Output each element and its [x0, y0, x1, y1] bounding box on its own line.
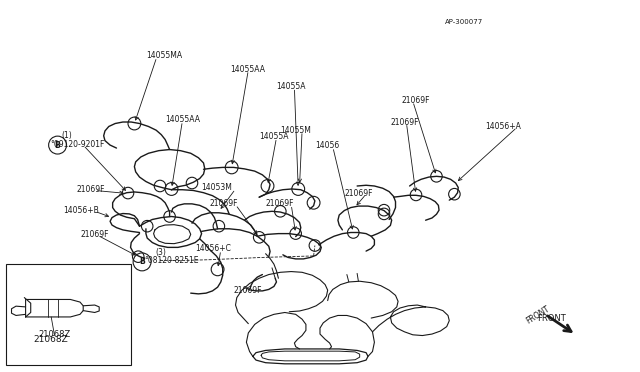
Text: 21069F: 21069F — [77, 185, 106, 194]
Text: B: B — [140, 257, 145, 266]
Text: (3): (3) — [155, 248, 166, 257]
Text: 14056+A: 14056+A — [485, 122, 521, 131]
Text: °08120-8251E: °08120-8251E — [144, 256, 198, 265]
Text: 21069F: 21069F — [344, 189, 373, 198]
Text: 21069F: 21069F — [80, 230, 109, 239]
Text: 21068Z: 21068Z — [38, 330, 70, 339]
Text: FRONT: FRONT — [538, 314, 566, 323]
Text: 14053M: 14053M — [202, 183, 232, 192]
Text: 14055A: 14055A — [259, 132, 289, 141]
Text: 14055MA: 14055MA — [146, 51, 182, 60]
Text: B: B — [55, 141, 60, 150]
Text: 21069F: 21069F — [210, 199, 239, 208]
Text: 14055M: 14055M — [280, 126, 311, 135]
Bar — [6, 264, 131, 365]
Text: AP-300077: AP-300077 — [445, 19, 483, 25]
Text: 14056+B: 14056+B — [63, 206, 99, 215]
Text: 21069F: 21069F — [234, 286, 262, 295]
Text: 21069F: 21069F — [266, 199, 294, 208]
Text: 21068Z: 21068Z — [33, 335, 68, 344]
Text: 14055AA: 14055AA — [165, 115, 200, 124]
Text: 14056: 14056 — [315, 141, 339, 150]
Text: (1): (1) — [61, 131, 72, 140]
Text: 14055AA: 14055AA — [230, 65, 266, 74]
Text: 14056+C: 14056+C — [195, 244, 231, 253]
Text: FRONT: FRONT — [525, 305, 552, 326]
Text: 21069F: 21069F — [402, 96, 431, 105]
Text: °09120-9201F: °09120-9201F — [50, 140, 104, 149]
Text: 14055A: 14055A — [276, 82, 306, 91]
Text: 21069F: 21069F — [390, 118, 419, 126]
